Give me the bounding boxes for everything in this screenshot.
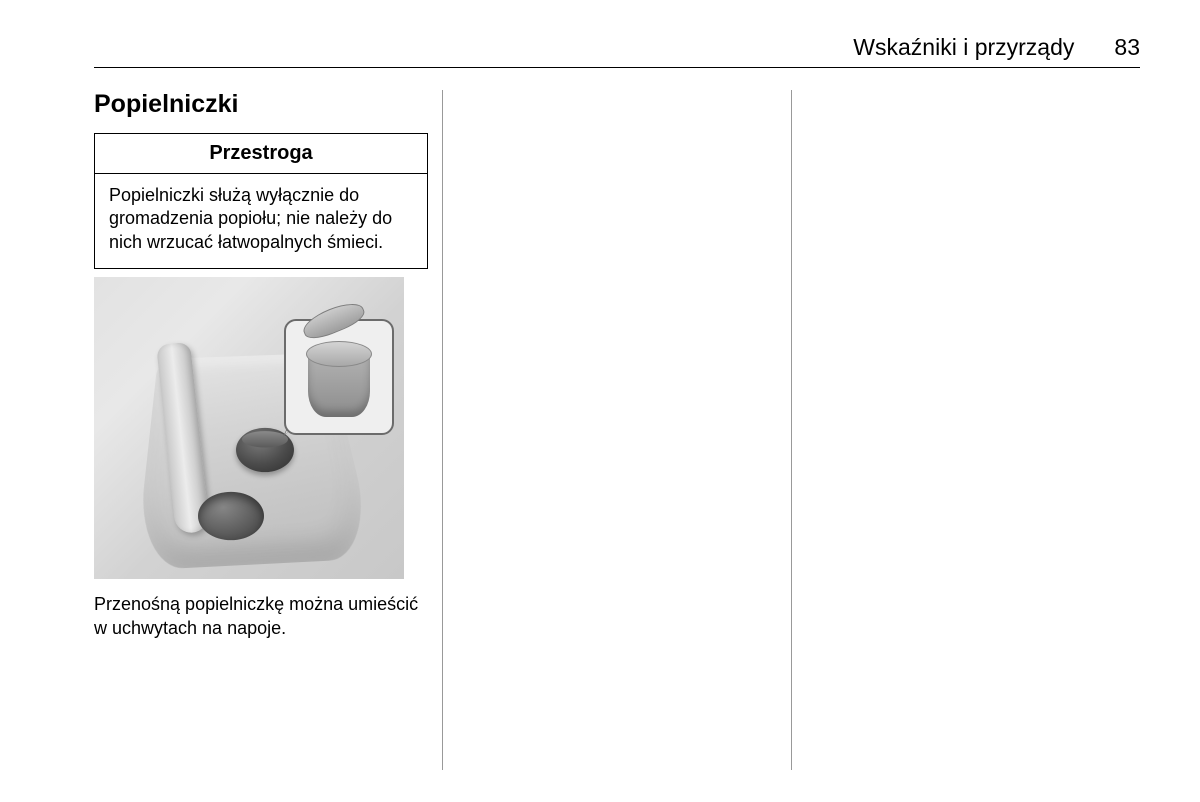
ashtray-in-holder <box>236 428 294 472</box>
column-1: Popielniczki Przestroga Popielniczki słu… <box>94 90 442 770</box>
callout-ashtray-body <box>308 347 370 417</box>
caution-box: Przestroga Popielniczki służą wyłącznie … <box>94 133 428 269</box>
caution-body: Popielniczki służą wyłącznie do gromadze… <box>95 174 427 268</box>
manual-page: Wskaźniki i przyrządy 83 Popielniczki Pr… <box>0 0 1200 790</box>
body-paragraph: Przenośną popielniczkę można umieścić w … <box>94 593 428 640</box>
cupholder-shape <box>198 492 264 540</box>
callout-inset <box>284 319 394 435</box>
column-3 <box>792 90 1140 770</box>
chapter-title: Wskaźniki i przyrządy <box>853 34 1074 61</box>
page-header: Wskaźniki i przyrządy 83 <box>94 34 1140 68</box>
section-heading: Popielniczki <box>94 90 428 119</box>
column-container: Popielniczki Przestroga Popielniczki słu… <box>94 90 1140 770</box>
caution-title: Przestroga <box>95 134 427 174</box>
page-number: 83 <box>1114 34 1140 61</box>
ashtray-figure <box>94 277 404 579</box>
column-2 <box>443 90 791 770</box>
